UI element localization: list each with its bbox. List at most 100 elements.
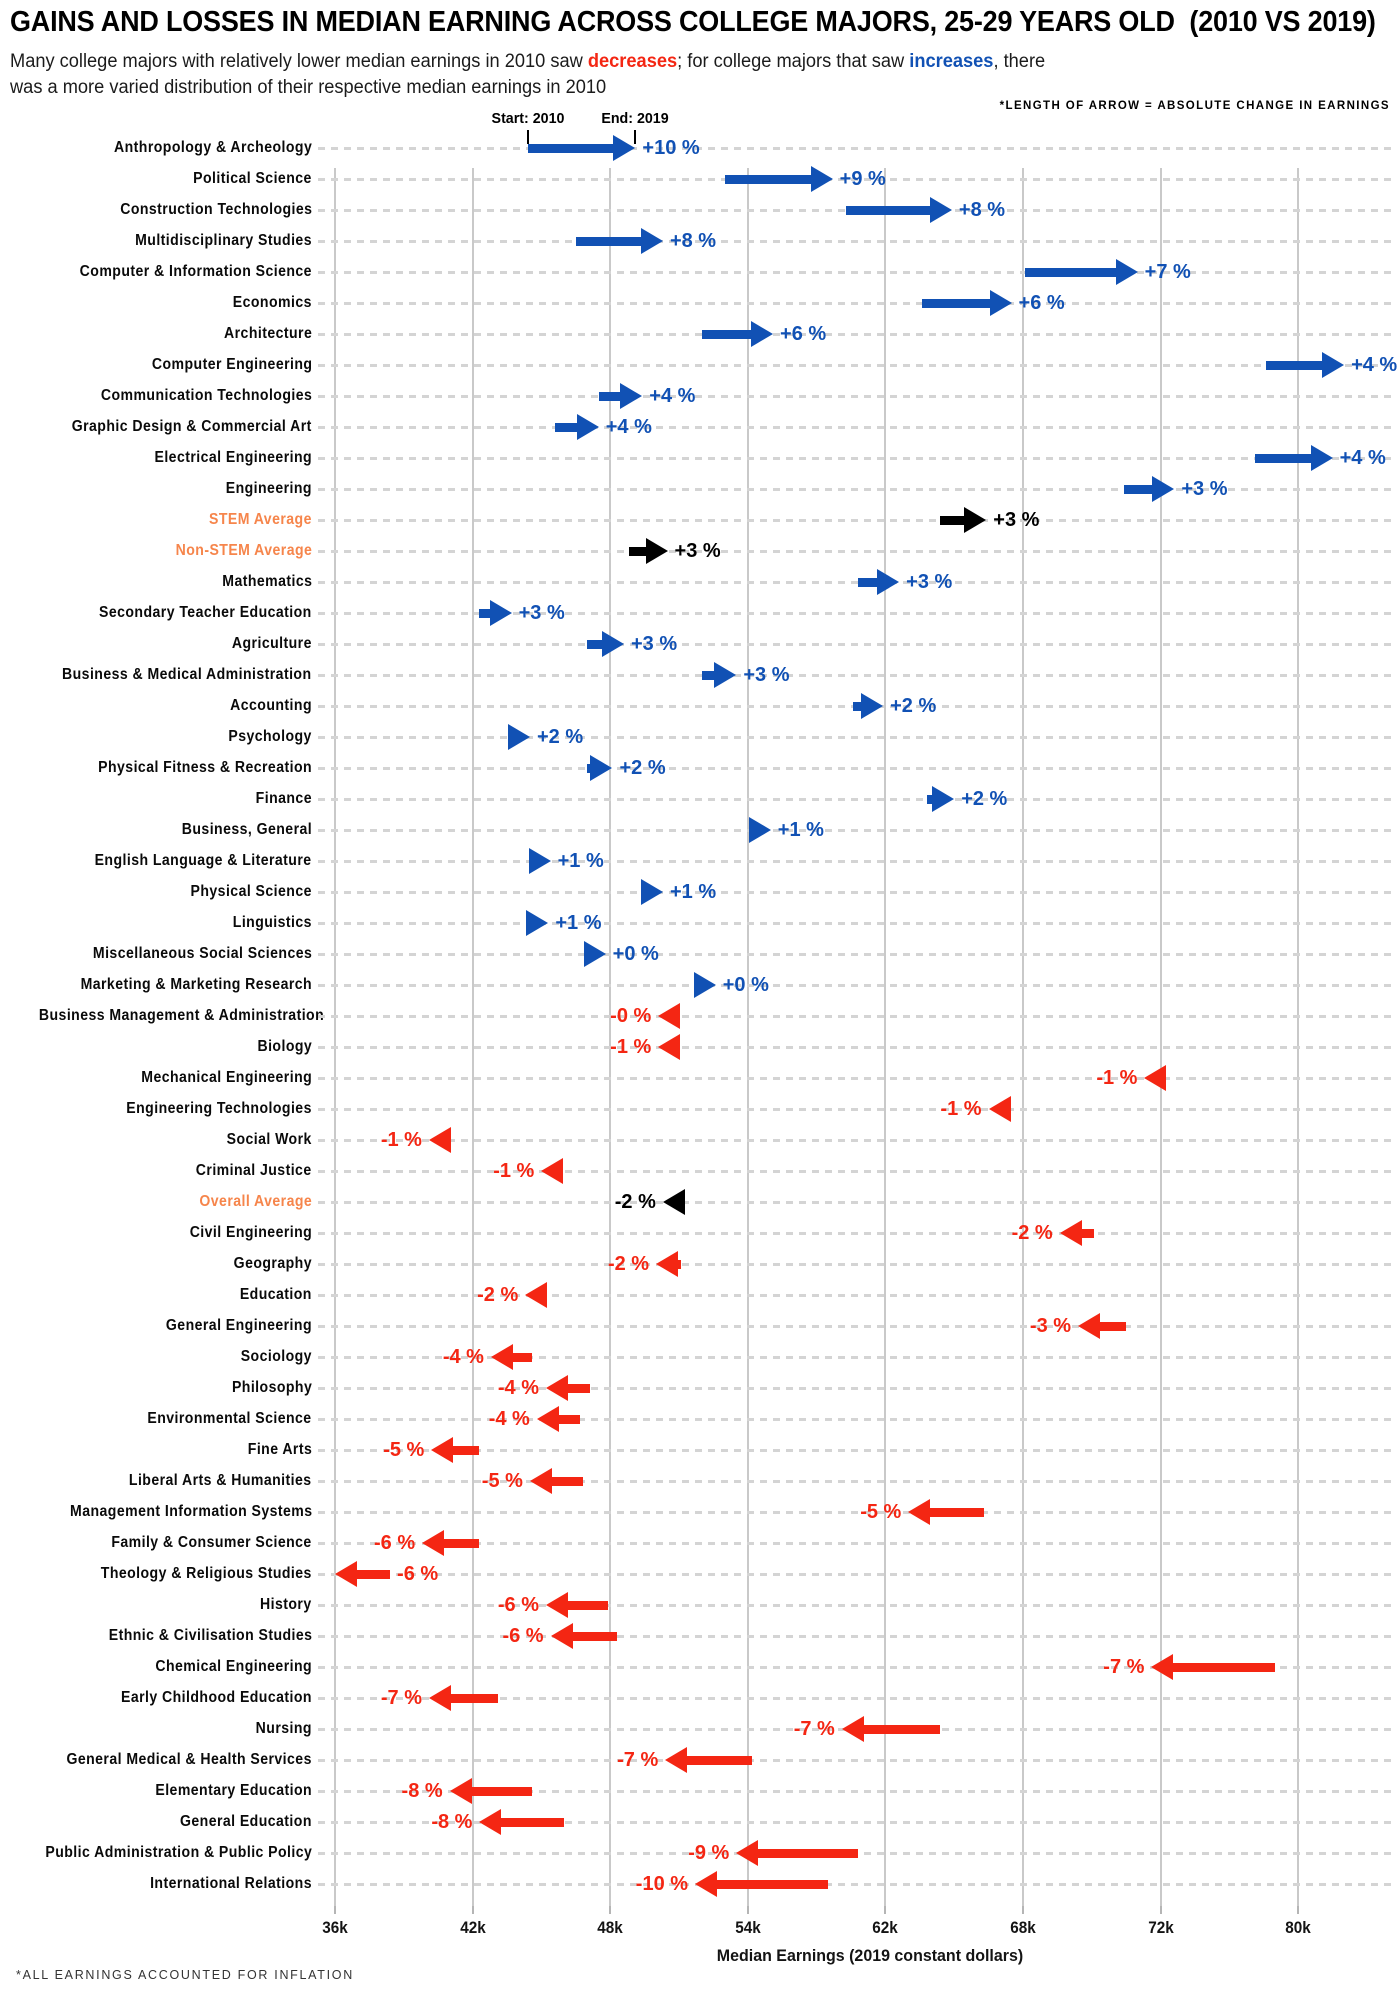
- change-arrow: [658, 1001, 681, 1031]
- row-label: International Relations: [0, 1873, 312, 1895]
- row-label-text: Business & Medical Administration: [62, 666, 312, 683]
- arrow-head-right-icon: [861, 693, 884, 719]
- tick-label-54k: 54k: [735, 1918, 761, 1937]
- percent-change-label: +1 %: [555, 912, 602, 934]
- percent-change-label: +6 %: [780, 323, 827, 345]
- row-label: Early Childhood Education: [0, 1687, 312, 1709]
- row-label-text: International Relations: [150, 1875, 312, 1892]
- percent-change-label: +2 %: [619, 757, 666, 779]
- percent-change-label: +4 %: [649, 385, 696, 407]
- row-dashline: [318, 394, 1396, 398]
- change-arrow: [922, 288, 1012, 318]
- change-arrow: [527, 133, 636, 163]
- percent-change-label: -5 %: [860, 1501, 902, 1523]
- row-label: Civil Engineering: [0, 1222, 312, 1244]
- row-label-text: Civil Engineering: [189, 1224, 312, 1241]
- row-dashline: [318, 1541, 1396, 1545]
- tick-label-62k: 62k: [872, 1918, 899, 1937]
- change-arrow: [583, 939, 606, 969]
- change-arrow: [529, 1466, 583, 1496]
- arrow-shaft: [575, 236, 647, 246]
- arrow-head-left-icon: [1144, 1065, 1167, 1091]
- percent-change-label: +8 %: [958, 199, 1006, 221]
- percent-change-label: -2 %: [614, 1191, 656, 1213]
- row-label-text: Education: [239, 1286, 312, 1303]
- row-label-text: Geography: [233, 1255, 312, 1272]
- change-arrow: [525, 908, 549, 938]
- row-label: Physical Fitness & Recreation: [0, 757, 312, 779]
- change-arrow: [1254, 443, 1333, 473]
- arrow-shaft: [1025, 267, 1122, 277]
- percent-change-label: +0 %: [612, 943, 659, 965]
- arrow-head-right-icon: [583, 941, 606, 967]
- row-dashline: [318, 890, 1396, 894]
- row-label: Linguistics: [0, 912, 312, 934]
- gridline-42k: [471, 168, 474, 1906]
- arrow-head-right-icon: [528, 848, 551, 874]
- tick-label-36k: 36k: [322, 1918, 348, 1937]
- arrow-head-right-icon: [1322, 352, 1345, 378]
- change-arrow: [449, 1776, 533, 1806]
- row-label-text: Communication Technologies: [100, 387, 312, 404]
- change-arrow: [908, 1497, 984, 1527]
- row-label-text: Anthropology & Archeology: [113, 139, 312, 156]
- arrow-head-left-icon: [988, 1096, 1011, 1122]
- row-dashline: [318, 146, 1396, 150]
- tickmark-54k: [746, 1906, 749, 1914]
- row-label: Mechanical Engineering: [0, 1067, 312, 1089]
- change-arrow: [662, 1187, 686, 1217]
- subtitle-line: was a more varied distribution of their …: [10, 75, 1045, 101]
- percent-change-label: -1 %: [380, 1129, 422, 1151]
- row-dashline: [318, 1386, 1396, 1390]
- arrow-shaft: [598, 391, 627, 401]
- change-arrow: [658, 1032, 681, 1062]
- row-label-text: Electrical Engineering: [154, 449, 312, 466]
- percent-change-label: -7 %: [1103, 1656, 1145, 1678]
- arrow-head-right-icon: [810, 166, 833, 192]
- row-label-text: General Medical & Health Services: [66, 1751, 312, 1768]
- row-label-text: Family & Consumer Science: [111, 1534, 312, 1551]
- row-label: Geography: [0, 1253, 312, 1275]
- arrow-head-right-icon: [645, 538, 668, 564]
- row-label: Physical Science: [0, 881, 312, 903]
- change-arrow: [846, 195, 952, 225]
- row-label-text: History: [260, 1596, 312, 1613]
- percent-change-label: +3 %: [674, 540, 721, 562]
- row-label: General Engineering: [0, 1315, 312, 1337]
- arrow-shaft: [587, 639, 608, 649]
- row-dashline: [318, 1045, 1396, 1049]
- row-dashline: [318, 673, 1396, 677]
- change-arrow: [724, 164, 833, 194]
- arrow-head-right-icon: [613, 135, 636, 161]
- row-label: Management Information Systems: [0, 1501, 312, 1523]
- row-dashline: [318, 332, 1396, 336]
- gridline-36k: [334, 168, 336, 1906]
- arrow-head-left-icon: [656, 1251, 679, 1277]
- arrow-head-right-icon: [640, 228, 663, 254]
- percent-change-label: -10 %: [635, 1873, 689, 1895]
- tickmark-62k: [884, 1906, 887, 1914]
- arrow-head-left-icon: [541, 1158, 564, 1184]
- arrow-shaft: [1075, 1228, 1095, 1238]
- percent-change-label: -2 %: [1011, 1222, 1053, 1244]
- arrow-head-left-icon: [536, 1406, 559, 1432]
- row-label-text: Social Work: [226, 1131, 312, 1148]
- arrow-head-left-icon: [658, 1003, 681, 1029]
- change-arrow: [575, 226, 663, 256]
- percent-change-label: +4 %: [605, 416, 652, 438]
- arrow-shaft: [351, 1569, 391, 1579]
- row-dashline: [318, 1789, 1396, 1793]
- arrow-head-left-icon: [428, 1127, 451, 1153]
- arrow-head-right-icon: [1115, 259, 1138, 285]
- percent-change-label: +1 %: [557, 850, 604, 872]
- row-label-text: General Education: [180, 1813, 312, 1830]
- row-label: General Medical & Health Services: [0, 1749, 312, 1771]
- change-arrow: [555, 412, 599, 442]
- change-arrow: [853, 691, 884, 721]
- change-arrow: [841, 1714, 941, 1744]
- row-dashline: [318, 1262, 1396, 1266]
- tickmark-72k: [1159, 1906, 1162, 1914]
- row-label: Theology & Religious Studies: [0, 1563, 312, 1585]
- change-arrow: [1025, 257, 1138, 287]
- row-label: Computer & Information Science: [0, 261, 312, 283]
